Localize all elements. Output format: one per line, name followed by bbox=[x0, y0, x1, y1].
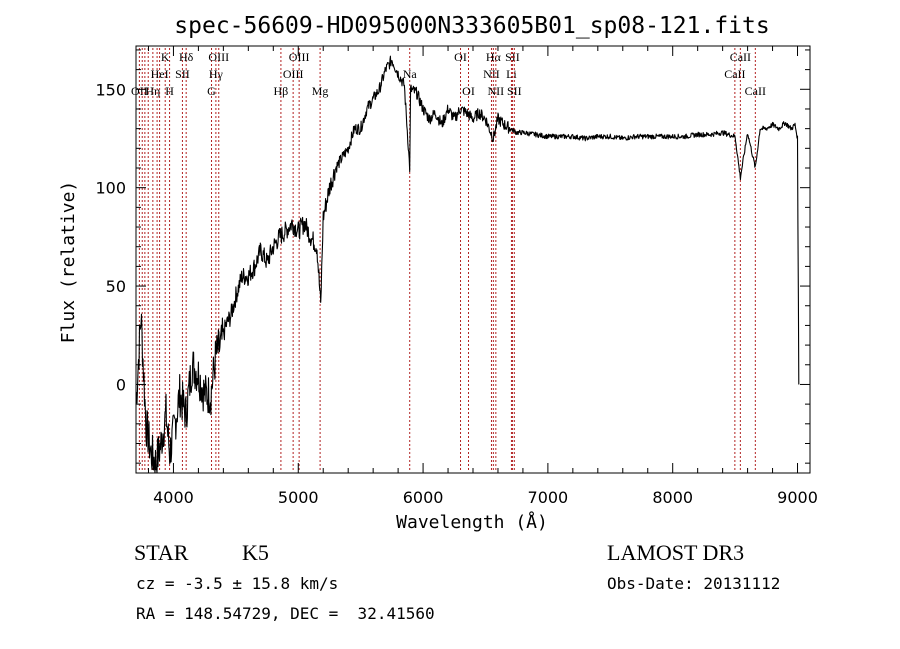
spectral-line-label: CaII bbox=[745, 84, 766, 98]
spectral-line-label: H bbox=[165, 84, 174, 98]
x-tick-label: 6000 bbox=[403, 488, 444, 507]
spectral-line-label: Hη bbox=[145, 84, 160, 98]
spectral-line-label: OI bbox=[462, 84, 475, 98]
x-axis-label: Wavelength (Å) bbox=[396, 511, 548, 533]
spectral-line-label: SII bbox=[507, 84, 522, 98]
spectral-line-label: NII bbox=[483, 67, 500, 81]
x-tick-label: 8000 bbox=[652, 488, 693, 507]
spectral-line-label: OI bbox=[454, 50, 467, 64]
spectral-line-label: Hγ bbox=[209, 67, 224, 81]
y-tick-label: 100 bbox=[95, 179, 126, 198]
series-layer bbox=[135, 55, 800, 474]
y-tick-label: 0 bbox=[116, 375, 126, 394]
spectral-line-label: OIII bbox=[289, 50, 310, 64]
spectral-line-label: Hα bbox=[486, 50, 502, 64]
spectral-line-label: SII bbox=[175, 67, 190, 81]
x-tick-label: 4000 bbox=[153, 488, 194, 507]
obs-date-text: Obs-Date: 20131112 bbox=[607, 574, 781, 593]
spectral-line-label: HeI bbox=[151, 67, 169, 81]
plot-frame bbox=[135, 45, 811, 474]
coords-text: RA = 148.54729, DEC = 32.41560 bbox=[136, 604, 435, 623]
x-tick-label: 7000 bbox=[528, 488, 569, 507]
spectral-line-label: K bbox=[161, 50, 170, 64]
axes: 4000 5000 6000 7000 8000 9000 0 50 100 150 bbox=[95, 46, 818, 507]
spectral-line-label: OIII bbox=[283, 67, 304, 81]
spectral-line-label: Na bbox=[403, 67, 418, 81]
y-axis-label: Flux (relative) bbox=[58, 181, 79, 344]
y-tick-label: 50 bbox=[106, 277, 126, 296]
object-class: STAR bbox=[134, 540, 189, 565]
spectral-line-label: OIII bbox=[208, 50, 229, 64]
survey-name: LAMOST DR3 bbox=[607, 540, 745, 565]
redshift-text: cz = -3.5 ± 15.8 km/s bbox=[136, 574, 339, 593]
x-tick-label: 9000 bbox=[777, 488, 818, 507]
spectral-line-label: Li bbox=[506, 67, 517, 81]
spectral-line-label: OII bbox=[131, 84, 148, 98]
spectral-line-label: SII bbox=[505, 50, 520, 64]
spectrum-line bbox=[135, 55, 800, 474]
spectral-line-label: CaII bbox=[730, 50, 751, 64]
spectral-line-label: Mg bbox=[312, 84, 329, 98]
object-subclass: K5 bbox=[242, 540, 269, 565]
spectral-line-label: Hβ bbox=[274, 84, 289, 98]
x-tick-label: 5000 bbox=[278, 488, 319, 507]
y-tick-label: 150 bbox=[95, 80, 126, 99]
spectral-line-label: CaII bbox=[724, 67, 745, 81]
chart-title: spec-56609-HD095000N333605B01_sp08-121.f… bbox=[174, 13, 769, 39]
spectral-line-label: G bbox=[207, 84, 216, 98]
spectral-line-label: NII bbox=[488, 84, 505, 98]
spectral-line-label: Hδ bbox=[179, 50, 194, 64]
